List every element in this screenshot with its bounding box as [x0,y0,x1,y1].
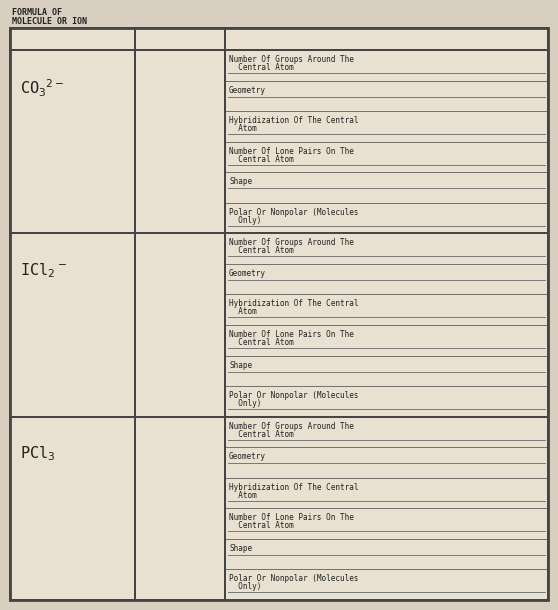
Text: Only): Only) [229,399,261,408]
Text: Number Of Groups Around The: Number Of Groups Around The [229,422,354,431]
Text: Number Of Groups Around The: Number Of Groups Around The [229,239,354,247]
Bar [10,28,135,50]
Text: PCl$_3$: PCl$_3$ [20,445,56,464]
Text: Only): Only) [229,583,261,592]
Text: Atom: Atom [229,491,257,500]
Text: MOLECULE OR ION: MOLECULE OR ION [12,17,87,26]
Text: CO$_3$$^{2-}$: CO$_3$$^{2-}$ [20,78,65,99]
Text: Geometry: Geometry [229,452,266,461]
Text: Geometry: Geometry [229,85,266,95]
Text: Shape: Shape [229,361,252,370]
Text: Only): Only) [229,216,261,224]
Text: Central Atom: Central Atom [229,338,294,347]
Text: FORMULA OF: FORMULA OF [12,8,62,17]
Text: ICl$_2$$^-$: ICl$_2$$^-$ [20,261,67,280]
Text: Polar Or Nonpolar (Molecules: Polar Or Nonpolar (Molecules [229,391,358,400]
Bar [135,234,225,417]
Text: Central Atom: Central Atom [229,155,294,163]
Text: Hybridization Of The Central: Hybridization Of The Central [229,483,358,492]
Bar [225,28,548,50]
Bar [10,50,135,234]
Bar [225,234,548,417]
Bar [135,417,225,600]
Bar [10,234,135,417]
Text: Atom: Atom [229,307,257,317]
Bar [225,50,548,234]
Text: Central Atom: Central Atom [229,63,294,72]
Text: Polar Or Nonpolar (Molecules: Polar Or Nonpolar (Molecules [229,208,358,217]
Text: Shape: Shape [229,178,252,186]
Bar [135,50,225,234]
Bar [135,28,225,50]
Text: Central Atom: Central Atom [229,429,294,439]
Text: Hybridization Of The Central: Hybridization Of The Central [229,300,358,309]
Text: Number Of Groups Around The: Number Of Groups Around The [229,55,354,64]
Text: Central Atom: Central Atom [229,246,294,256]
Bar [225,417,548,600]
Text: Hybridization Of The Central: Hybridization Of The Central [229,116,358,125]
Text: Polar Or Nonpolar (Molecules: Polar Or Nonpolar (Molecules [229,575,358,583]
Text: Atom: Atom [229,124,257,133]
Text: Number Of Lone Pairs On The: Number Of Lone Pairs On The [229,146,354,156]
Text: Central Atom: Central Atom [229,522,294,530]
Text: Number Of Lone Pairs On The: Number Of Lone Pairs On The [229,330,354,339]
Text: Number Of Lone Pairs On The: Number Of Lone Pairs On The [229,514,354,522]
Text: Shape: Shape [229,544,252,553]
Bar [10,417,135,600]
Text: Geometry: Geometry [229,269,266,278]
